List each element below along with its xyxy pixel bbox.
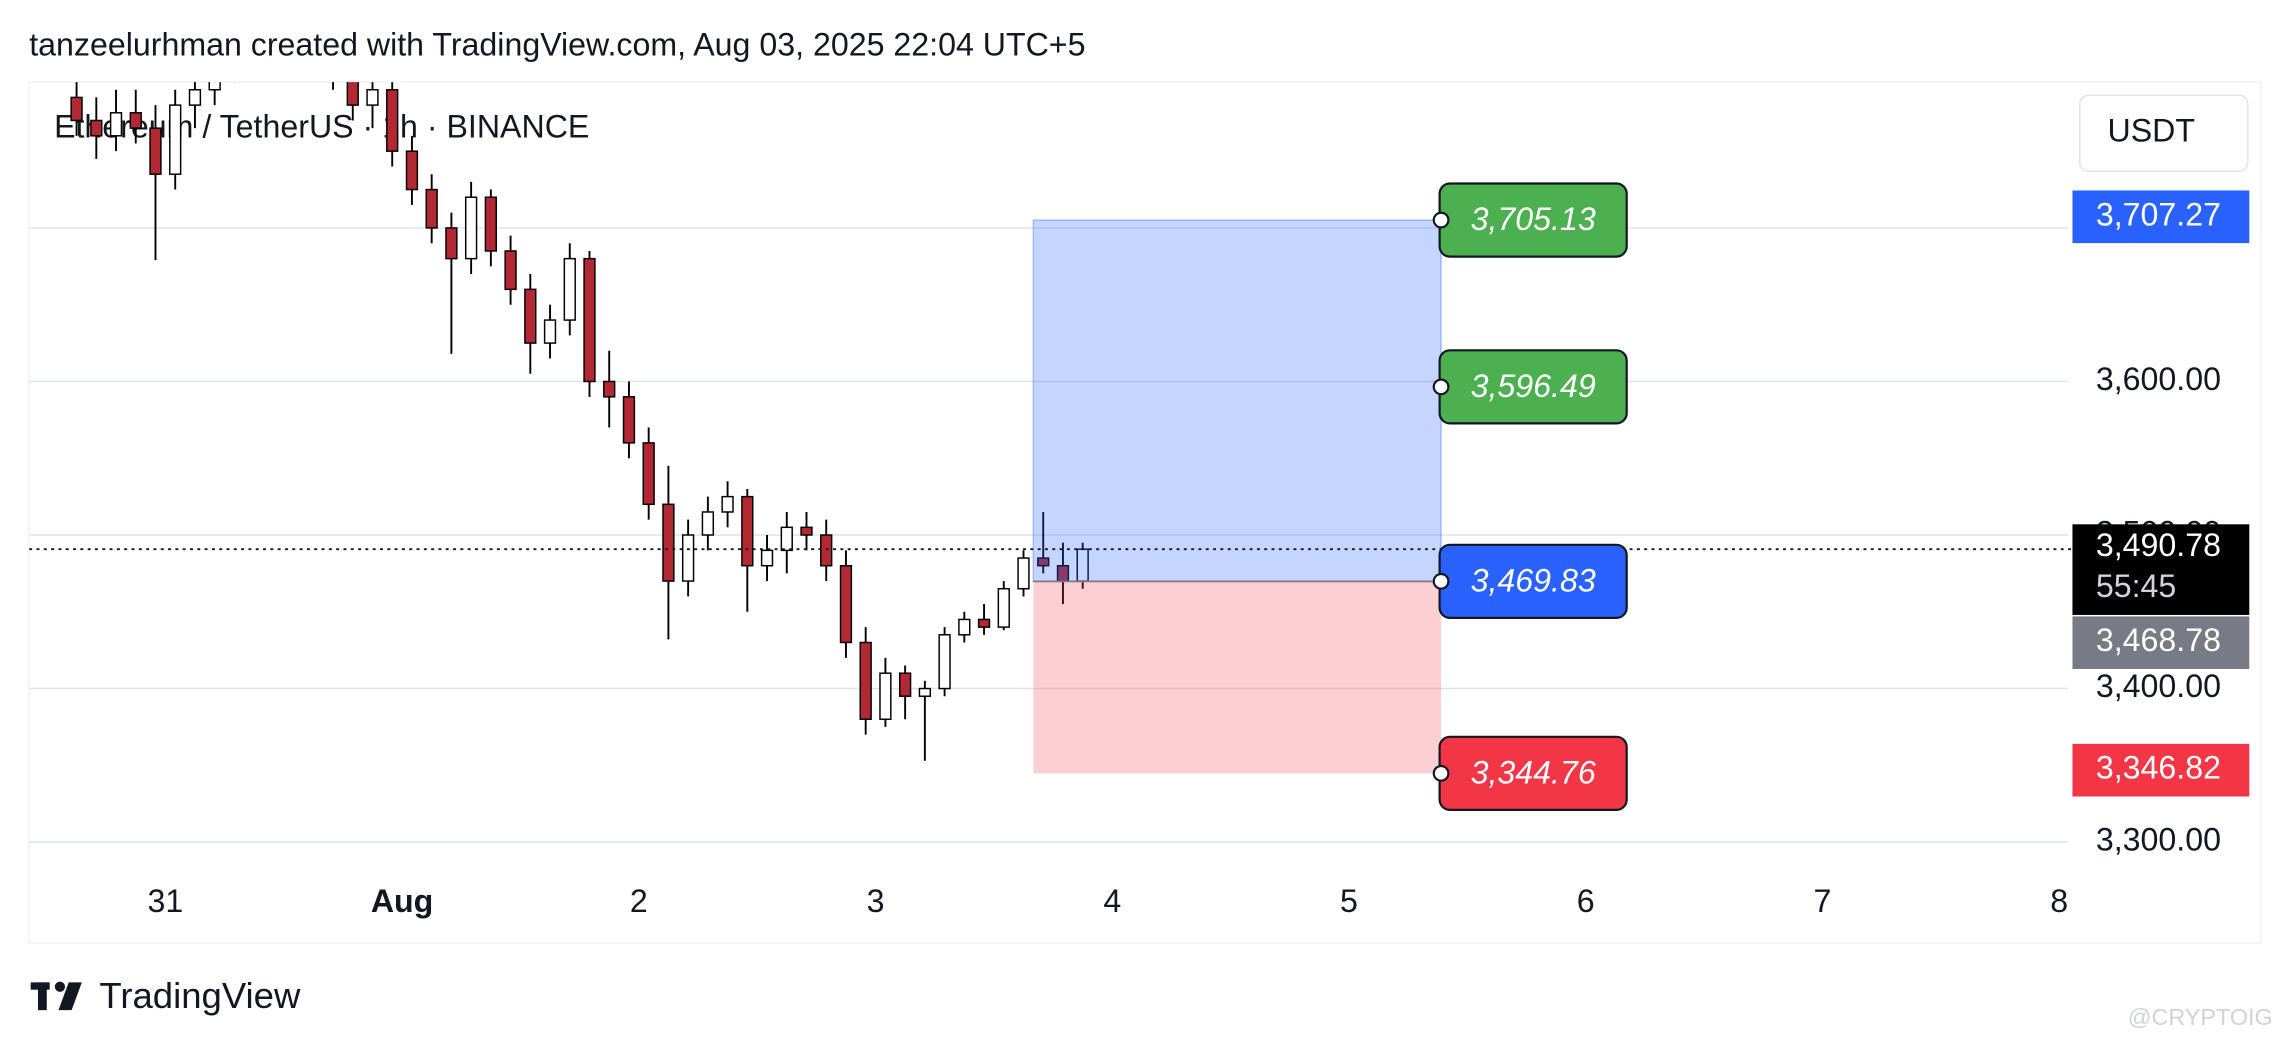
price-label: 3,468.78 (2096, 622, 2221, 658)
position-label: 3,705.13 (1471, 201, 1596, 237)
x-tick-label: 31 (147, 883, 183, 919)
candle-body (701, 511, 715, 536)
currency: USDT (2108, 113, 2196, 149)
logo-stem (38, 982, 47, 1011)
watermark: @CRYPTOIG (2128, 1004, 2273, 1030)
candle-body (1037, 557, 1050, 567)
candle-body (958, 618, 971, 636)
candle-body (70, 96, 83, 122)
candle-body (681, 534, 695, 582)
price-label-box (2072, 743, 2250, 797)
candle-body (405, 150, 419, 191)
x-tick-label: 8 (2050, 883, 2068, 919)
position-handle (1432, 572, 1450, 590)
countdown: 55:45 (2096, 568, 2176, 604)
x-tick-label: 7 (1814, 883, 1832, 919)
candle-body (386, 89, 399, 152)
profit-zone (1032, 219, 1442, 583)
position-handle (1432, 764, 1450, 782)
candle-body (820, 534, 833, 567)
position-label: 3,596.49 (1471, 368, 1596, 404)
price-label-box (2072, 190, 2250, 244)
position-label: 3,469.83 (1471, 562, 1596, 598)
candle-body (524, 288, 537, 344)
candle-body (484, 196, 498, 252)
candle-body (721, 495, 734, 513)
x-tick-label: 2 (630, 883, 648, 919)
x-tick-label: 5 (1340, 883, 1358, 919)
candle-body (780, 526, 793, 552)
currency-box (2079, 94, 2249, 172)
price-label: 3,707.27 (2096, 196, 2221, 232)
candle-body (839, 564, 853, 644)
candle-body (662, 503, 675, 582)
y-tick-label: 3,300.00 (2096, 822, 2221, 858)
candle-body (760, 549, 774, 567)
candle-body (149, 127, 162, 175)
x-tick-label: 3 (867, 883, 885, 919)
candle-body (445, 227, 458, 260)
candle-body (800, 526, 813, 536)
logo-slash (58, 982, 82, 1011)
candle-body (603, 380, 616, 398)
candle-body (938, 634, 951, 690)
brand: TradingView (99, 975, 301, 1016)
candle-body (543, 319, 557, 344)
logo-dot (54, 981, 66, 992)
candle-body (977, 618, 991, 628)
position-handle (1432, 378, 1450, 396)
overlay: 3,705.13 3,596.49 3,469.83 3,344.76 3,490.78… (29, 182, 2250, 811)
candle-body (425, 188, 438, 229)
plot (70, 82, 1089, 761)
candle-body (622, 396, 636, 444)
header: tanzeelurhman created with TradingView.c… (29, 27, 1085, 63)
position-label: 3,344.76 (1471, 754, 1596, 790)
price-label: 3,346.82 (2096, 750, 2221, 786)
loss-zone (1033, 581, 1442, 774)
current-price-box (2072, 524, 2250, 615)
candle-body (188, 89, 202, 106)
candle-body (918, 687, 932, 697)
logo (30, 981, 82, 1011)
candle-body (169, 104, 182, 175)
x-tick-label: Aug (371, 883, 433, 919)
x-tick-label: 4 (1103, 883, 1121, 919)
candle-body (366, 89, 379, 106)
candle-body (504, 250, 517, 291)
symbol-title: Ethereum / TetherUS · 1h · BINANCE (54, 108, 589, 144)
candle-body (563, 257, 576, 321)
candle-body (741, 495, 754, 567)
candle-body (898, 672, 912, 697)
chart-frame (28, 81, 2262, 944)
x-tick-label: 6 (1577, 883, 1595, 919)
position-handle (1432, 211, 1450, 229)
candle-body (464, 196, 478, 260)
candle-body (642, 442, 655, 506)
y-tick-label: 3,600.00 (2096, 361, 2221, 397)
price-label-box (2072, 616, 2250, 670)
candle-body (109, 112, 123, 137)
candle-body (583, 257, 596, 383)
y-tick-label: 3,400.00 (2096, 668, 2221, 704)
candle-body (346, 82, 359, 106)
candle-body (208, 82, 221, 91)
candle-body (90, 119, 103, 137)
candle-body (129, 112, 142, 129)
candle-body (997, 588, 1010, 628)
candle-body (859, 641, 872, 720)
current-price-label: 3,490.78 (2096, 527, 2221, 563)
candle-body (879, 672, 892, 720)
candle-body (1017, 557, 1030, 590)
